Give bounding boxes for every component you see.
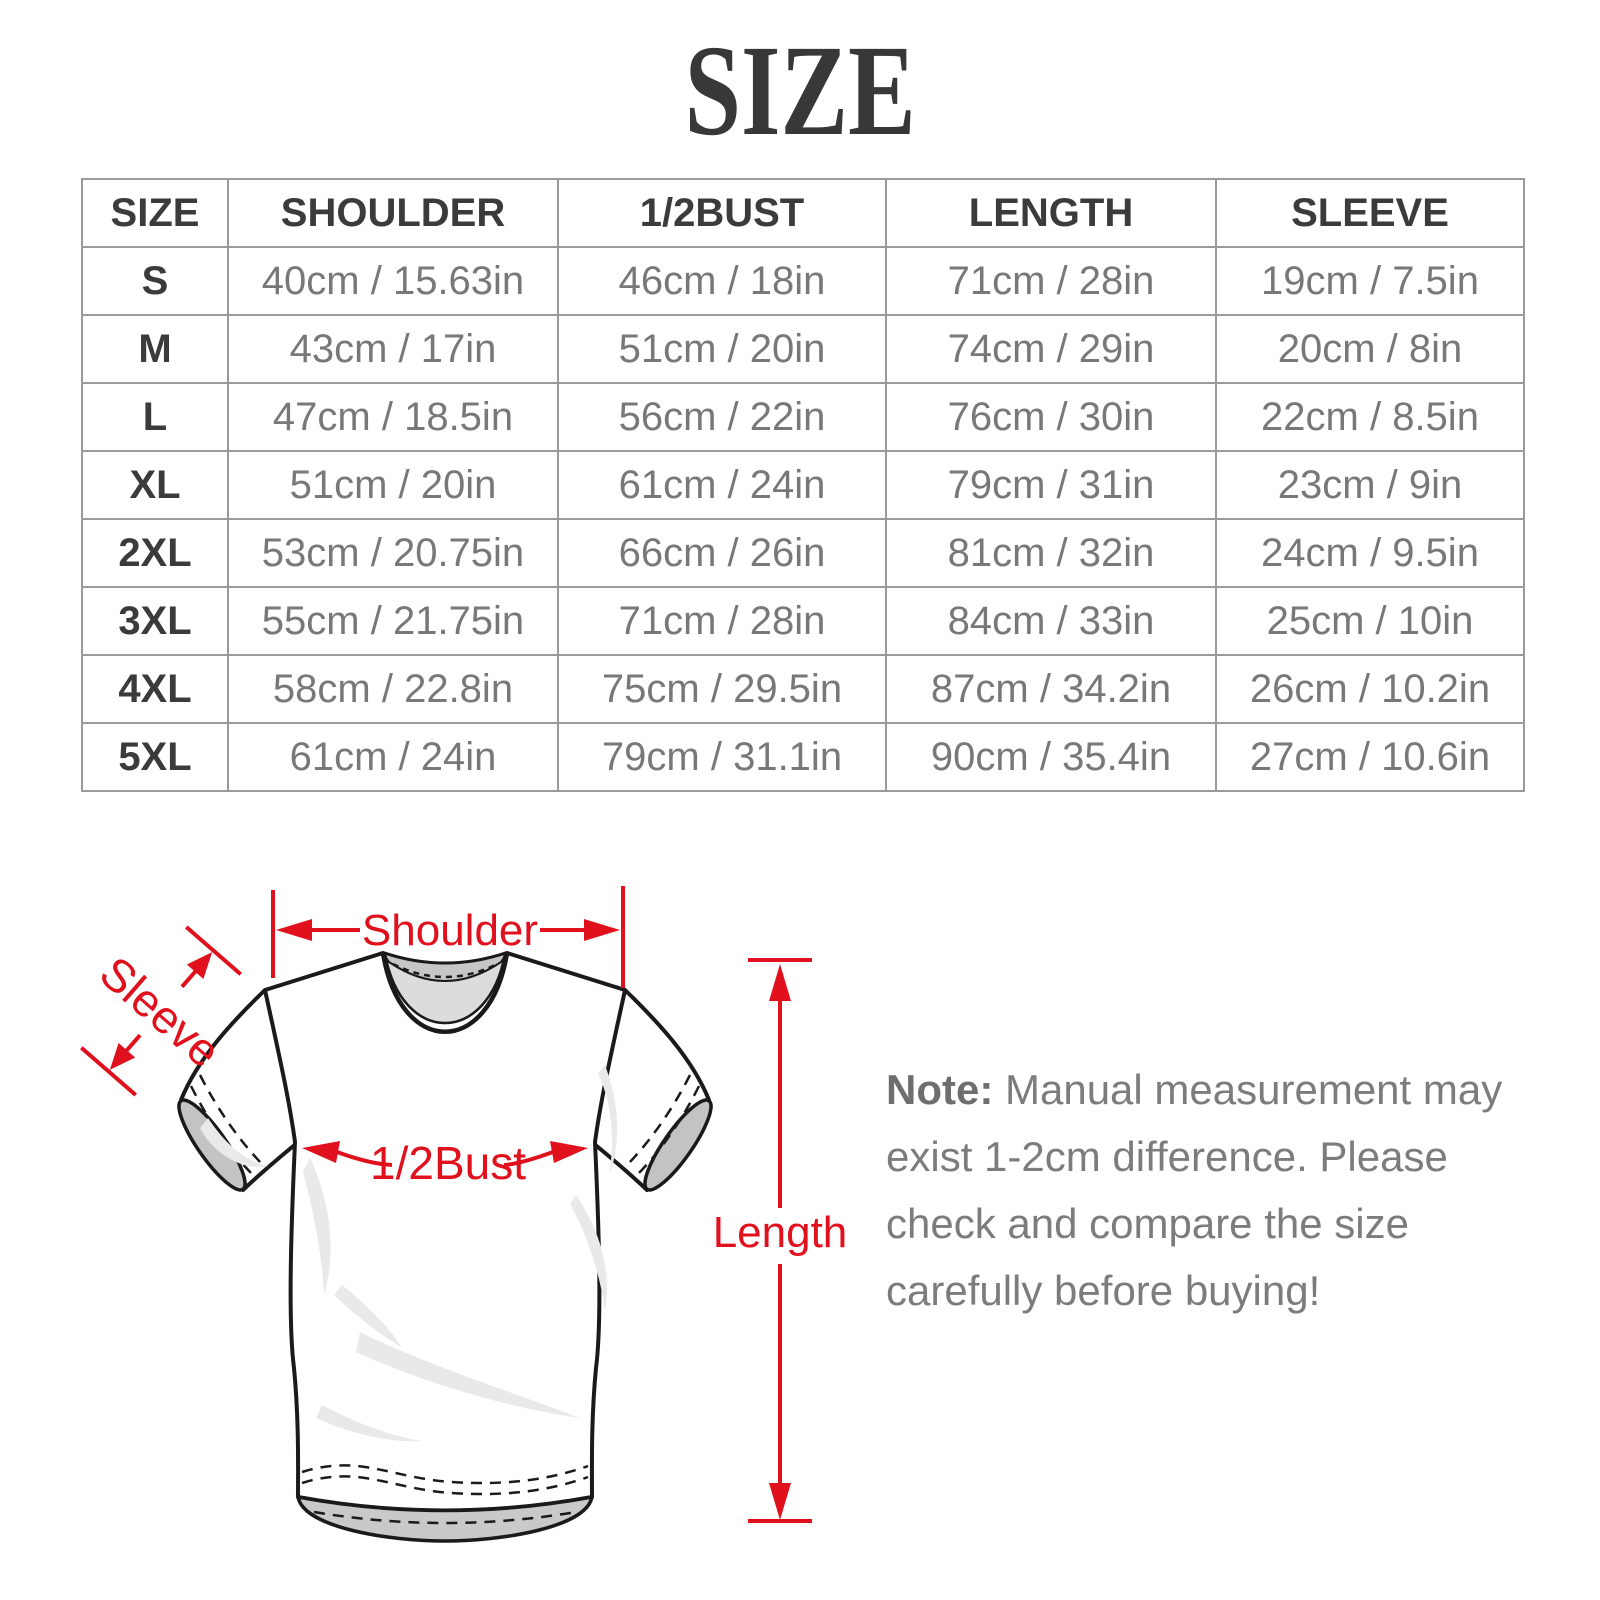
table-cell: 24cm / 9.5in [1215,518,1525,588]
table-cell: 5XL [81,722,229,792]
table-cell: S [81,246,229,316]
table-row: M 43cm / 17in 51cm / 20in 74cm / 29in 20… [81,314,1525,384]
note-text: Manual measurement may exist 1-2cm diffe… [886,1066,1503,1314]
table-row: L 47cm / 18.5in 56cm / 22in 76cm / 30in … [81,382,1525,452]
table-cell: XL [81,450,229,520]
table-cell: 47cm / 18.5in [227,382,559,452]
table-row: S 40cm / 15.63in 46cm / 18in 71cm / 28in… [81,246,1525,316]
table-cell: 27cm / 10.6in [1215,722,1525,792]
shoulder-dimension: Shoulder [271,886,625,988]
table-cell: 25cm / 10in [1215,586,1525,656]
table-cell: 20cm / 8in [1215,314,1525,384]
table-cell: 74cm / 29in [885,314,1217,384]
length-label: Length [713,1208,848,1257]
tshirt-hem [295,1464,595,1543]
right-cuff [643,1098,713,1192]
table-cell: 2XL [81,518,229,588]
table-cell: L [81,382,229,452]
left-cuff [177,1098,247,1192]
shoulder-label: Shoulder [362,906,538,955]
table-cell: M [81,314,229,384]
table-cell: 22cm / 8.5in [1215,382,1525,452]
table-cell: 84cm / 33in [885,586,1217,656]
header-length: LENGTH [885,178,1217,248]
table-cell: 53cm / 20.75in [227,518,559,588]
table-cell: 4XL [81,654,229,724]
table-cell: 58cm / 22.8in [227,654,559,724]
table-cell: 79cm / 31.1in [557,722,887,792]
header-half-bust: 1/2BUST [557,178,887,248]
table-cell: 71cm / 28in [885,246,1217,316]
table-cell: 43cm / 17in [227,314,559,384]
table-cell: 3XL [81,586,229,656]
table-cell: 55cm / 21.75in [227,586,559,656]
table-cell: 19cm / 7.5in [1215,246,1525,316]
table-cell: 51cm / 20in [227,450,559,520]
table-cell: 46cm / 18in [557,246,887,316]
table-row: 4XL 58cm / 22.8in 75cm / 29.5in 87cm / 3… [81,654,1525,724]
note-label: Note: [886,1066,994,1113]
table-cell: 56cm / 22in [557,382,887,452]
length-dimension: Length [713,958,848,1523]
half-bust-label: 1/2Bust [370,1137,526,1189]
fabric-fold-shadows [200,1065,618,1442]
measurement-note: Note: Manual measurement may exist 1-2cm… [886,1056,1504,1324]
table-row: XL 51cm / 20in 61cm / 24in 79cm / 31in 2… [81,450,1525,520]
table-cell: 61cm / 24in [557,450,887,520]
page-title: SIZE [684,19,916,163]
table-cell: 51cm / 20in [557,314,887,384]
header-size: SIZE [81,178,229,248]
header-sleeve: SLEEVE [1215,178,1525,248]
table-cell: 81cm / 32in [885,518,1217,588]
table-header-row: SIZE SHOULDER 1/2BUST LENGTH SLEEVE [81,178,1525,248]
table-cell: 40cm / 15.63in [227,246,559,316]
header-shoulder: SHOULDER [227,178,559,248]
table-cell: 26cm / 10.2in [1215,654,1525,724]
table-row: 2XL 53cm / 20.75in 66cm / 26in 81cm / 32… [81,518,1525,588]
table-cell: 87cm / 34.2in [885,654,1217,724]
table-cell: 90cm / 35.4in [885,722,1217,792]
tshirt-collar [380,951,510,1034]
table-cell: 76cm / 30in [885,382,1217,452]
table-row: 5XL 61cm / 24in 79cm / 31.1in 90cm / 35.… [81,722,1525,792]
table-cell: 23cm / 9in [1215,450,1525,520]
table-cell: 66cm / 26in [557,518,887,588]
table-cell: 75cm / 29.5in [557,654,887,724]
table-row: 3XL 55cm / 21.75in 71cm / 28in 84cm / 33… [81,586,1525,656]
tshirt-measurement-diagram: Shoulder Sleeve 1/2Bust Length [80,886,848,1543]
sleeve-label: Sleeve [90,946,230,1078]
table-cell: 79cm / 31in [885,450,1217,520]
size-table: SIZE SHOULDER 1/2BUST LENGTH SLEEVE S 40… [81,178,1525,792]
half-bust-dimension: 1/2Bust [302,1137,588,1189]
table-cell: 71cm / 28in [557,586,887,656]
table-cell: 61cm / 24in [227,722,559,792]
